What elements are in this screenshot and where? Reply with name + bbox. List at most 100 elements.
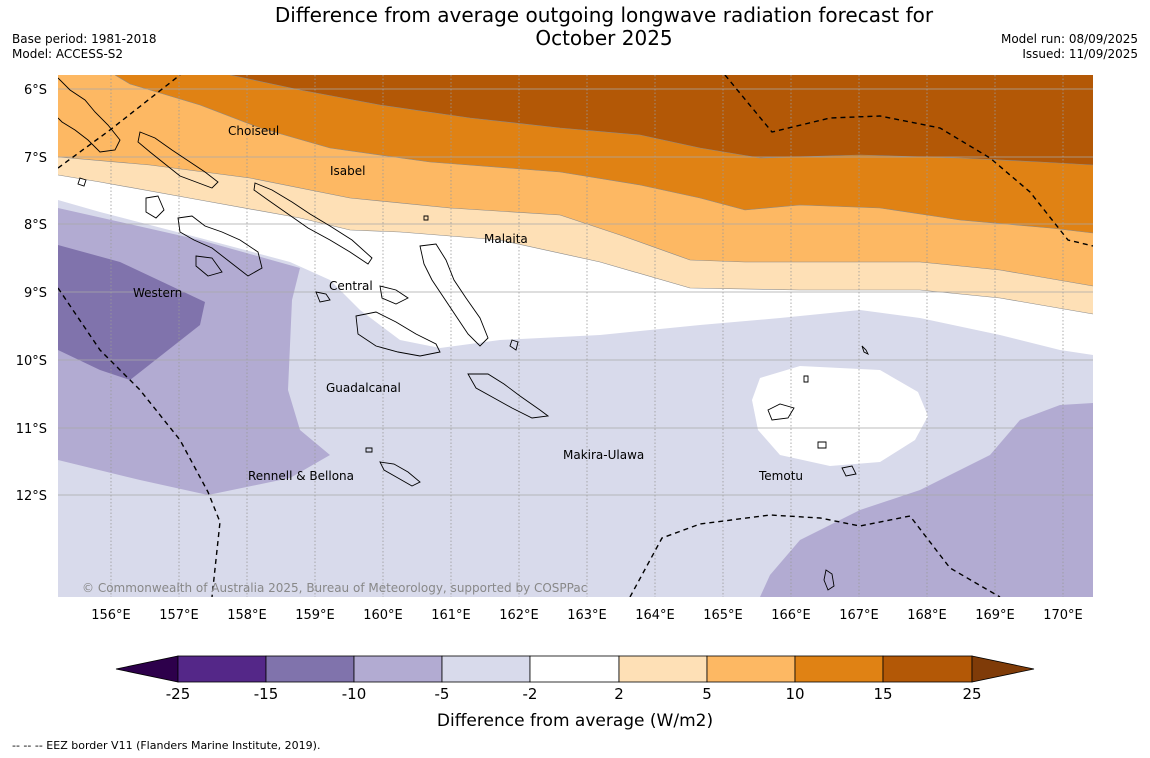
coast-malaita xyxy=(419,243,489,347)
cb-tick-10: 25 xyxy=(962,685,981,703)
lon-label-157: 157°E xyxy=(159,608,199,623)
contour-plus2 xyxy=(58,174,1093,315)
coast-new-georgia xyxy=(177,215,263,277)
cb-tick-2: -15 xyxy=(254,685,279,703)
lat-label-6: 6°S xyxy=(24,83,47,98)
contour-plus5 xyxy=(58,156,1093,287)
lon-label-169: 169°E xyxy=(975,608,1015,623)
colorbar-segment-6 xyxy=(618,655,708,683)
lon-label-165: 165°E xyxy=(703,608,743,623)
eez-segment-northeast xyxy=(724,75,1093,247)
coast-vanikoro xyxy=(841,465,857,477)
lat-label-11: 11°S xyxy=(16,422,47,437)
copyright-text: © Commonwealth of Australia 2025, Bureau… xyxy=(82,581,587,595)
lon-label-156: 156°E xyxy=(91,608,131,623)
coast-south-island xyxy=(823,569,835,591)
lon-label-158: 158°E xyxy=(227,608,267,623)
label-guadalcanal: Guadalcanal xyxy=(326,381,401,395)
colorbar-segment-8 xyxy=(794,655,884,683)
band-plus15 xyxy=(230,75,1093,165)
eez-legend-note: -- -- -- EEZ border V11 (Flanders Marine… xyxy=(12,739,321,752)
coast-isabel-island xyxy=(253,182,373,265)
label-makira-ulawa: Makira-Ulawa xyxy=(563,448,644,462)
colorbar-segment-4 xyxy=(441,655,531,683)
lon-label-166: 166°E xyxy=(771,608,811,623)
title-line-1: Difference from average outgoing longwav… xyxy=(274,3,934,27)
coast-nggela xyxy=(379,285,409,305)
eez-segment-north xyxy=(58,75,181,169)
colorbar-segment-3 xyxy=(353,655,443,683)
region-labels: Choiseul Isabel Malaita Central Western … xyxy=(133,124,803,483)
lon-label-162: 162°E xyxy=(499,608,539,623)
label-rennell-bellona: Rennell & Bellona xyxy=(248,469,354,483)
coast-rendova xyxy=(195,255,223,277)
colorbar-segment-5 xyxy=(529,655,620,683)
label-choiseul: Choiseul xyxy=(228,124,279,138)
lat-label-8: 8°S xyxy=(24,218,47,233)
label-malaita: Malaita xyxy=(484,232,528,246)
lon-label-161: 161°E xyxy=(431,608,471,623)
band-minus10-east xyxy=(760,403,1093,597)
eez-segment-west xyxy=(58,287,221,597)
label-temotu: Temotu xyxy=(758,469,803,483)
model-text: Model: ACCESS-S2 xyxy=(12,47,124,61)
label-central: Central xyxy=(329,279,373,293)
coast-santa-cruz xyxy=(767,403,795,421)
colorbar-segment-1 xyxy=(177,655,267,683)
longitude-labels: 156°E 157°E 158°E 159°E 160°E 161°E 162°… xyxy=(91,608,1083,623)
coast-utupua xyxy=(817,441,827,449)
label-western: Western xyxy=(133,286,182,300)
colorbar-over-extension xyxy=(971,655,1035,683)
lon-label-160: 160°E xyxy=(363,608,403,623)
map-title: Difference from average outgoing longwav… xyxy=(230,4,978,50)
cb-tick-6: 2 xyxy=(614,685,624,703)
contour-lines xyxy=(58,75,1093,315)
coast-ulawa xyxy=(509,339,519,351)
coast-vella-lavella xyxy=(145,195,165,219)
colorbar-segment-9 xyxy=(882,655,973,683)
cb-tick-5: -2 xyxy=(523,685,538,703)
coast-shortland xyxy=(77,177,87,187)
contour-plus15 xyxy=(229,75,1093,166)
lat-label-7: 7°S xyxy=(24,151,47,166)
coast-bellona xyxy=(365,447,373,453)
cb-tick-1: -25 xyxy=(166,685,191,703)
lon-label-167: 167°E xyxy=(839,608,879,623)
coast-rennell xyxy=(379,461,421,487)
coast-makira xyxy=(467,373,550,419)
meta-left: Base period: 1981-2018 Model: ACCESS-S2 xyxy=(12,32,157,62)
cb-tick-3: -10 xyxy=(342,685,367,703)
longitude-grid xyxy=(110,75,1064,597)
model-run-text: Model run: 08/09/2025 xyxy=(1000,32,1138,46)
colorbar-segment-7 xyxy=(706,655,796,683)
coast-duff-islands xyxy=(861,345,870,356)
lon-label-159: 159°E xyxy=(295,608,335,623)
latitude-grid xyxy=(58,88,1093,496)
coastlines xyxy=(58,77,870,591)
coast-guadalcanal xyxy=(355,311,441,357)
meta-right: Model run: 08/09/2025 Issued: 11/09/2025 xyxy=(1001,32,1138,62)
coast-choiseul-island xyxy=(137,131,219,189)
latitude-labels: 6°S 7°S 8°S 9°S 10°S 11°S 12°S xyxy=(16,83,47,504)
colorbar-segment-2 xyxy=(265,655,355,683)
cb-tick-9: 15 xyxy=(873,685,892,703)
lat-label-9: 9°S xyxy=(24,286,47,301)
map-panel: Choiseul Isabel Malaita Central Western … xyxy=(58,75,1093,597)
lon-label-164: 164°E xyxy=(635,608,675,623)
lat-label-10: 10°S xyxy=(16,354,47,369)
colorbar-ticks: -25 -15 -10 -5 -2 2 5 10 15 25 xyxy=(166,685,982,703)
title-line-2: October 2025 xyxy=(535,26,673,50)
coast-reef-islands xyxy=(803,375,809,383)
colorbar: -25 -15 -10 -5 -2 2 5 10 15 25 Differenc… xyxy=(115,655,1035,731)
lat-label-12: 12°S xyxy=(16,489,47,504)
lon-label-168: 168°E xyxy=(907,608,947,623)
lon-label-170: 170°E xyxy=(1043,608,1083,623)
colorbar-under-extension xyxy=(115,655,179,683)
cb-tick-4: -5 xyxy=(435,685,450,703)
coast-bougainville xyxy=(58,77,121,153)
colorbar-label: Difference from average (W/m2) xyxy=(437,711,713,731)
eez-segment-south xyxy=(629,514,1001,597)
coast-russell-islands xyxy=(315,291,331,303)
cb-tick-8: 10 xyxy=(785,685,804,703)
